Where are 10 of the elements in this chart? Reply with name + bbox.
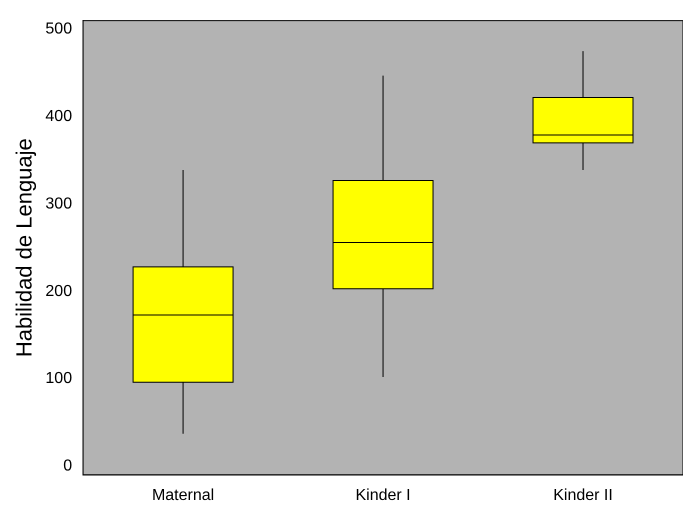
x-tick-label: Kinder II (553, 486, 613, 504)
y-tick-label: 100 (45, 370, 72, 388)
y-axis-title: Habilidad de Lenguaje (11, 138, 36, 358)
y-tick-label: 0 (63, 457, 72, 474)
y-tick-label: 400 (45, 108, 72, 126)
y-tick-label: 200 (45, 282, 72, 300)
x-tick-label: Maternal (152, 486, 214, 504)
y-tick-label: 300 (45, 195, 72, 212)
y-tick-label: 500 (45, 20, 72, 38)
x-tick-label: Kinder I (355, 486, 411, 504)
